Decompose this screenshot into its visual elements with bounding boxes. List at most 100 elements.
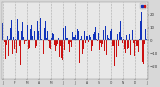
Bar: [79, 40, 80, 63]
Bar: [86, 36, 87, 40]
Bar: [12, 40, 13, 54]
Bar: [95, 35, 96, 40]
Bar: [96, 39, 97, 40]
Bar: [106, 40, 107, 55]
Bar: [32, 36, 33, 40]
Bar: [14, 40, 15, 49]
Bar: [2, 23, 3, 40]
Bar: [75, 35, 76, 40]
Bar: [122, 40, 123, 43]
Bar: [117, 34, 118, 40]
Bar: [64, 40, 65, 50]
Bar: [104, 40, 105, 51]
Bar: [78, 31, 79, 40]
Bar: [145, 29, 146, 40]
Bar: [16, 40, 17, 54]
Bar: [120, 21, 121, 40]
Bar: [112, 40, 113, 66]
Bar: [38, 31, 39, 40]
Bar: [133, 39, 134, 40]
Bar: [126, 35, 127, 40]
Bar: [127, 40, 128, 49]
Legend: , : ,: [140, 3, 146, 9]
Bar: [23, 37, 24, 40]
Bar: [113, 40, 114, 46]
Bar: [77, 29, 78, 40]
Bar: [17, 19, 18, 40]
Bar: [136, 40, 137, 46]
Bar: [100, 40, 101, 43]
Bar: [119, 32, 120, 40]
Bar: [4, 40, 5, 42]
Bar: [97, 40, 98, 41]
Bar: [109, 39, 110, 40]
Bar: [5, 40, 6, 59]
Bar: [141, 12, 142, 40]
Bar: [129, 34, 130, 40]
Bar: [144, 40, 145, 44]
Bar: [135, 40, 136, 56]
Bar: [62, 40, 63, 60]
Bar: [108, 40, 109, 45]
Bar: [51, 38, 52, 40]
Bar: [140, 21, 141, 40]
Bar: [36, 40, 37, 46]
Bar: [124, 40, 125, 49]
Bar: [130, 40, 131, 55]
Bar: [58, 38, 59, 40]
Bar: [45, 21, 46, 40]
Bar: [6, 40, 7, 45]
Bar: [94, 32, 95, 40]
Bar: [134, 40, 135, 56]
Bar: [47, 31, 48, 40]
Bar: [35, 40, 36, 48]
Bar: [40, 18, 41, 40]
Bar: [92, 40, 93, 46]
Bar: [57, 40, 58, 44]
Bar: [123, 39, 124, 40]
Bar: [30, 29, 31, 40]
Bar: [11, 40, 12, 43]
Bar: [146, 39, 147, 40]
Bar: [52, 33, 53, 40]
Bar: [21, 31, 22, 40]
Bar: [7, 36, 8, 40]
Bar: [116, 40, 117, 57]
Bar: [9, 37, 10, 40]
Bar: [72, 32, 73, 40]
Bar: [91, 40, 92, 52]
Bar: [48, 40, 49, 41]
Bar: [28, 40, 29, 55]
Bar: [63, 28, 64, 40]
Bar: [87, 36, 88, 40]
Bar: [65, 26, 66, 40]
Bar: [138, 40, 139, 52]
Bar: [60, 40, 61, 46]
Bar: [44, 27, 45, 40]
Bar: [43, 40, 44, 54]
Bar: [46, 38, 47, 40]
Bar: [69, 40, 70, 52]
Bar: [13, 37, 14, 40]
Bar: [114, 40, 115, 66]
Bar: [31, 25, 32, 40]
Bar: [110, 31, 111, 40]
Bar: [118, 40, 119, 46]
Bar: [8, 40, 9, 56]
Bar: [132, 30, 133, 40]
Bar: [24, 40, 25, 44]
Bar: [137, 40, 138, 46]
Bar: [121, 37, 122, 40]
Bar: [68, 36, 69, 40]
Bar: [84, 31, 85, 40]
Bar: [105, 26, 106, 40]
Bar: [34, 31, 35, 40]
Bar: [83, 40, 84, 50]
Bar: [26, 40, 27, 41]
Bar: [103, 30, 104, 40]
Bar: [49, 40, 50, 48]
Bar: [107, 35, 108, 40]
Bar: [102, 40, 103, 44]
Bar: [18, 31, 19, 40]
Bar: [80, 39, 81, 40]
